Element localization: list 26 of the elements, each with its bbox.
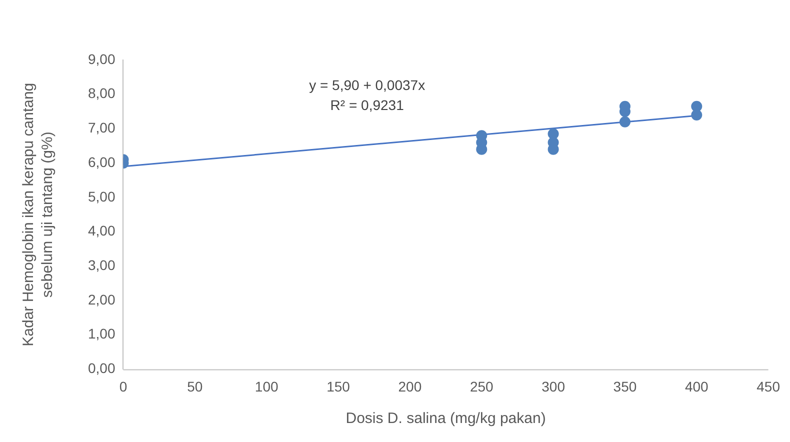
y-tick-label: 1,00 [88,326,116,342]
y-axis-title: Kadar Hemoglobin ikan kerapu cantang sebelum uji tantang (g%) [20,82,56,346]
y-tick-label: 5,00 [88,188,116,204]
annotation: y = 5,90 + 0,0037x [309,77,426,93]
x-tick-label: 50 [187,378,203,394]
x-tick-label: 400 [684,378,709,394]
point [691,109,702,120]
y-tick-label: 7,00 [88,120,116,136]
x-tick-label: 0 [119,378,128,394]
y-tick-label: 9,00 [88,50,116,67]
x-tick-label: 200 [398,378,422,394]
annotation: R² = 0,9231 [330,97,404,113]
x-tick-label: 150 [326,378,350,394]
x-tick-label: 100 [254,378,278,394]
x-tick-label: 250 [470,378,494,394]
x-tick-label: 350 [613,378,637,394]
y-tick-label: 8,00 [88,85,116,102]
point [619,116,630,128]
y-tick-label: 6,00 [88,154,116,170]
y-tick-label: 3,00 [88,256,116,273]
y-tick-label: 4,00 [88,222,116,239]
x-tick-label: 450 [756,378,780,394]
y-tick-label: 2,00 [88,291,116,308]
y-tick-label: 0,00 [88,360,116,376]
x-axis-title: Dosis D. salina (mg/kg pakan) [346,410,546,428]
x-tick-label: 300 [542,378,566,394]
